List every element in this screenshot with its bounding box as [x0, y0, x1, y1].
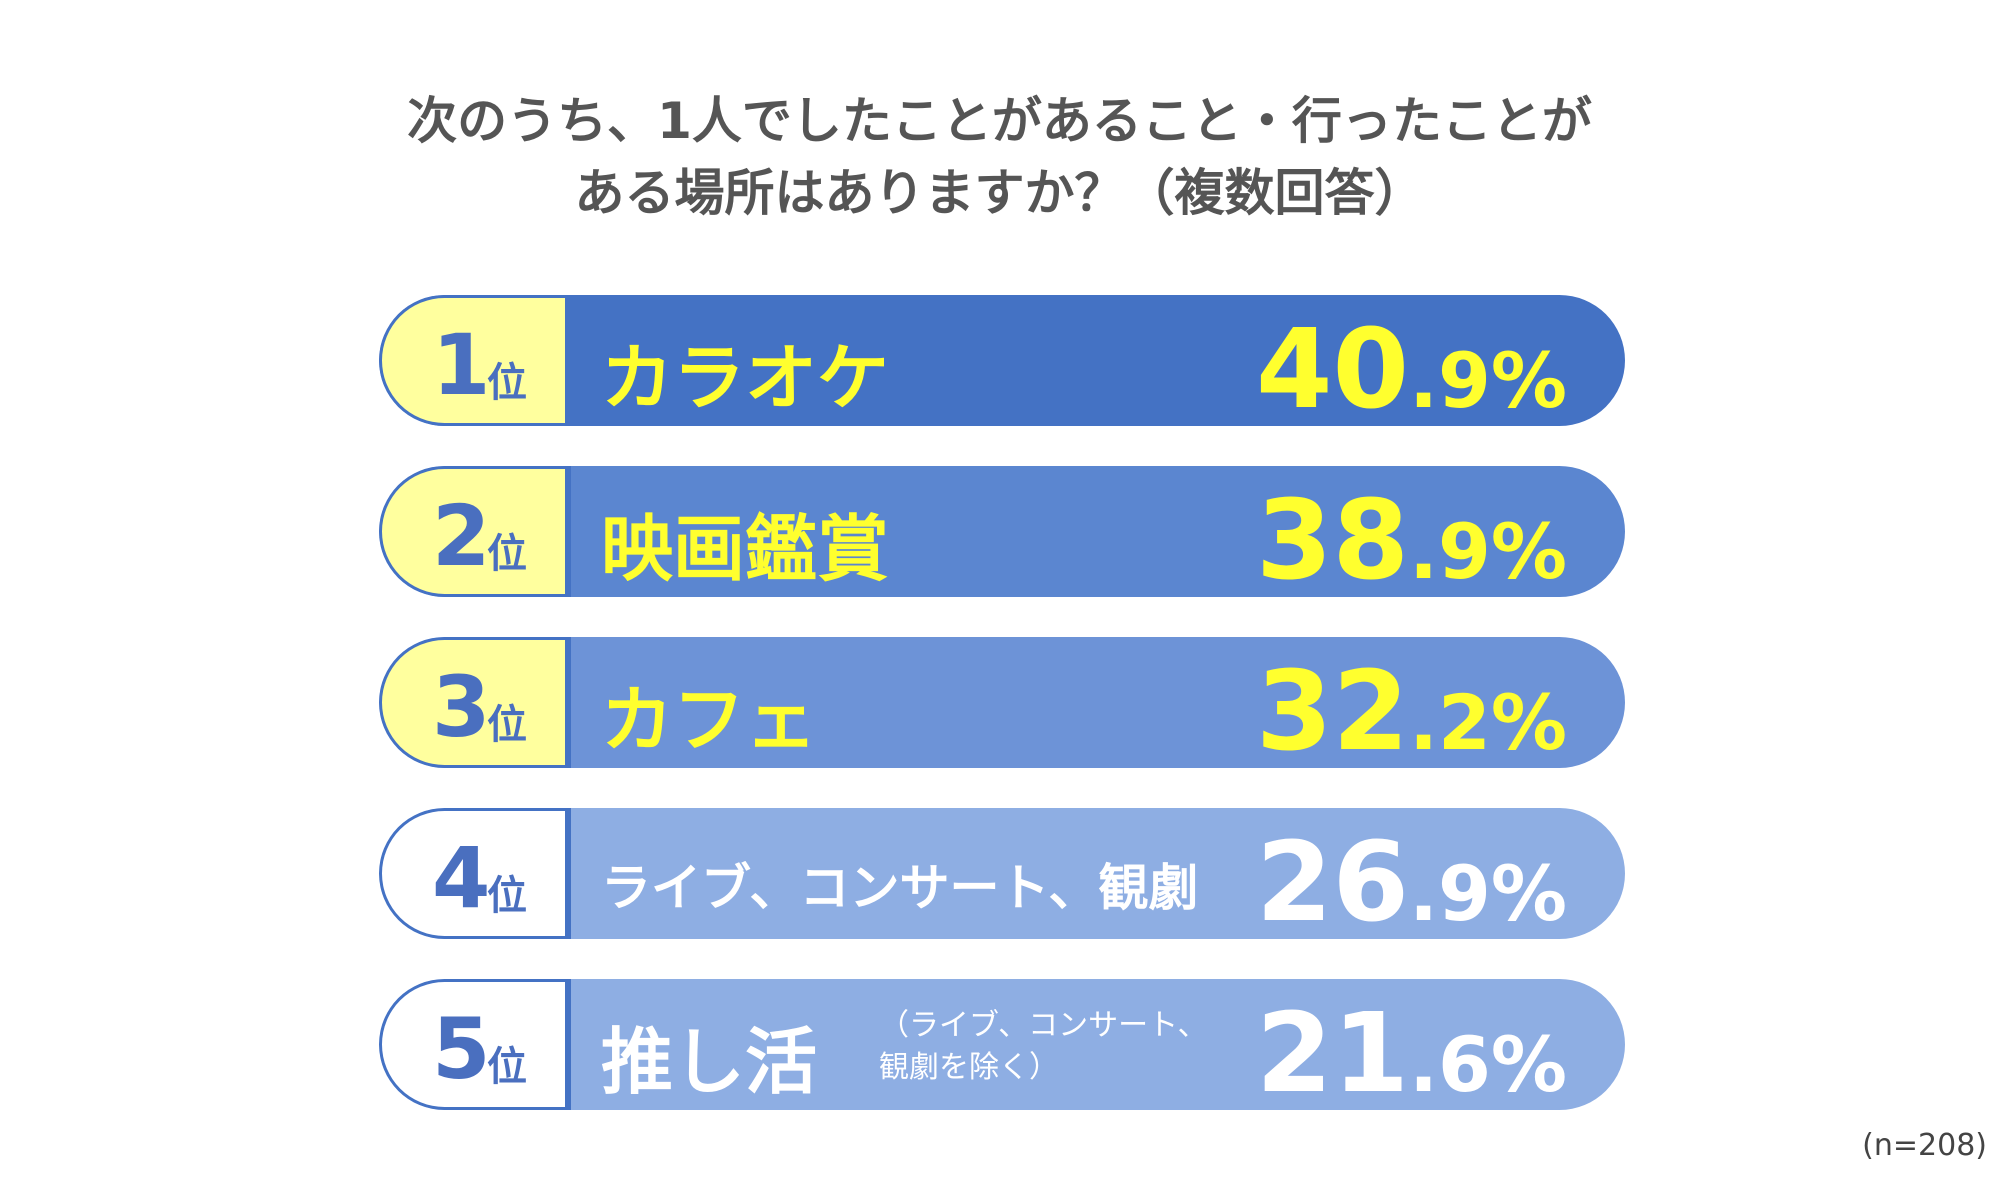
value-integer: 26	[1256, 818, 1410, 939]
value-integer: 40	[1256, 305, 1410, 426]
rank-badge: 4 位	[379, 808, 571, 939]
item-label: ライブ、コンサート、観劇	[601, 859, 1199, 917]
rank-suffix: 位	[487, 1044, 527, 1090]
sample-size-note: (n=208)	[1862, 1128, 1987, 1163]
rank-number: 1	[432, 316, 491, 414]
rank-suffix: 位	[487, 702, 527, 748]
value-decimal: .9%	[1409, 336, 1567, 425]
item-label: カラオケ	[601, 336, 890, 420]
item-label: 推し活	[601, 1020, 818, 1104]
item-value: 21.6%	[1256, 989, 1567, 1110]
ranking-row: 1 位 カラオケ 40.9%	[379, 295, 1625, 426]
value-integer: 38	[1256, 476, 1410, 597]
rank-suffix: 位	[487, 360, 527, 406]
item-label: 映画鑑賞	[601, 507, 890, 591]
chart-title-line-1: 次のうち、1人でしたことがあること・行ったことが	[407, 92, 1592, 150]
rank-number: 4	[432, 829, 491, 927]
value-integer: 32	[1256, 647, 1410, 768]
rank-number: 3	[432, 658, 491, 756]
rank-badge: 3 位	[379, 637, 571, 768]
item-value: 38.9%	[1256, 476, 1567, 597]
item-value: 26.9%	[1256, 818, 1567, 939]
ranking-row: 4 位 ライブ、コンサート、観劇 26.9%	[379, 808, 1625, 939]
item-value: 32.2%	[1256, 647, 1567, 768]
chart-title-line-2: ある場所はありますか？（複数回答）	[574, 164, 1425, 222]
item-value: 40.9%	[1256, 305, 1567, 426]
ranking-row: 2 位 映画鑑賞 38.9%	[379, 466, 1625, 597]
rank-suffix: 位	[487, 531, 527, 577]
rank-badge: 5 位	[379, 979, 571, 1110]
rank-number: 2	[432, 487, 491, 585]
item-label: カフェ	[601, 678, 818, 762]
ranking-row: 5 位 推し活 （ライブ、コンサート、 観劇を除く） 21.6%	[379, 979, 1625, 1110]
value-decimal: .9%	[1409, 507, 1567, 596]
value-integer: 21	[1256, 989, 1410, 1110]
value-decimal: .2%	[1409, 678, 1567, 767]
rank-badge: 2 位	[379, 466, 571, 597]
value-decimal: .9%	[1409, 849, 1567, 938]
item-sublabel: （ライブ、コンサート、 観劇を除く）	[879, 1008, 1208, 1085]
rank-suffix: 位	[487, 873, 527, 919]
value-decimal: .6%	[1409, 1020, 1567, 1109]
rank-badge: 1 位	[379, 295, 571, 426]
ranking-row: 3 位 カフェ 32.2%	[379, 637, 1625, 768]
rank-number: 5	[432, 1000, 491, 1098]
